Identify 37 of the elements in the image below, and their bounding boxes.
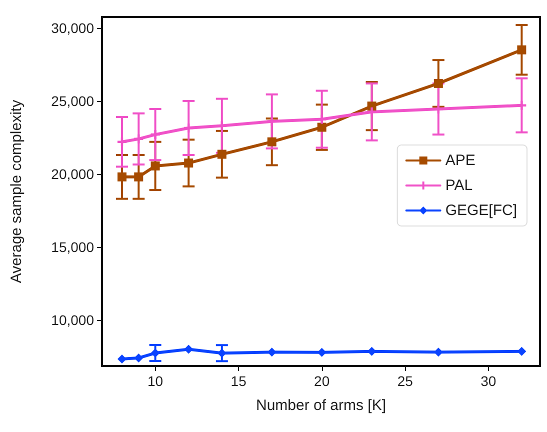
legend-label: GEGE[FC] [445,202,518,219]
point [184,158,194,168]
point [134,172,144,182]
point [217,150,226,159]
point [134,134,144,144]
point [150,161,160,170]
x-tick-label: 10 [148,373,164,389]
y-tick-label: 25,000 [51,92,94,109]
point [367,102,376,111]
x-tick-label: 25 [397,373,414,389]
y-tick-label: 30,000 [51,20,94,36]
point [317,122,326,132]
y-axis-title: Average sample complexity [8,99,25,284]
point [434,78,443,88]
point [517,100,526,110]
point [134,353,144,362]
point [367,107,376,116]
x-tick-label: 20 [314,373,330,389]
y-tick-label: 10,000 [51,312,94,328]
point [117,354,126,364]
point [267,137,276,146]
point [434,104,443,114]
x-tick-label: 15 [230,373,247,389]
point [517,45,526,54]
point [184,123,194,132]
point [150,130,160,140]
point [117,172,126,182]
x-axis-title: Number of arms [K] [256,397,386,414]
point [150,348,160,358]
point [217,121,226,130]
y-tick-label: 20,000 [51,166,94,182]
point [184,344,194,354]
point [117,137,126,146]
x-tick-label: 30 [480,373,496,389]
y-tick-label: 15,000 [51,238,94,255]
legend-label: PAL [445,177,473,194]
legend-label: APE [445,152,476,169]
